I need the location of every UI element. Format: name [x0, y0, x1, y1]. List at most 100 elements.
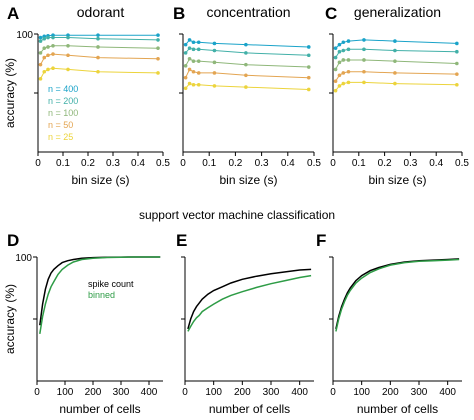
data-point — [212, 48, 217, 53]
series-line — [40, 67, 159, 80]
data-point — [191, 82, 196, 87]
x-tick-label: 0.3 — [403, 158, 417, 169]
data-point — [191, 40, 196, 45]
data-point — [393, 39, 397, 43]
x-tick-label: 0.4 — [131, 158, 145, 169]
data-point — [42, 55, 47, 60]
data-point — [96, 36, 100, 41]
panel-letter-b: B — [173, 4, 185, 23]
x-axis-label: bin size (s) — [71, 173, 129, 187]
data-point — [183, 51, 188, 55]
y-axis-label: accuracy (%) — [3, 284, 17, 354]
data-point — [191, 47, 196, 52]
data-point — [306, 53, 311, 58]
data-point — [46, 53, 50, 58]
data-point — [455, 72, 459, 76]
data-point — [341, 71, 346, 75]
data-point — [337, 42, 342, 47]
panel-title: concentration — [206, 4, 290, 20]
x-tick-label: 0.5 — [307, 158, 321, 169]
data-point — [346, 80, 351, 85]
x-tick-label: 0.5 — [455, 158, 469, 169]
x-tick-label: 100 — [57, 387, 74, 398]
data-point — [38, 51, 43, 55]
data-point — [333, 88, 338, 93]
x-tick-label: 0.1 — [352, 158, 366, 169]
x-tick-label: 100 — [205, 387, 222, 398]
data-point — [156, 56, 160, 61]
x-axis-label: number of cells — [357, 402, 438, 416]
data-point — [346, 47, 351, 52]
data-point — [51, 52, 55, 56]
legend-entry: binned — [88, 290, 115, 300]
data-point — [455, 49, 459, 54]
x-tick-label: 200 — [85, 387, 102, 398]
data-point — [96, 33, 100, 37]
series-line — [39, 256, 161, 335]
data-point — [337, 49, 342, 54]
data-point — [341, 58, 346, 62]
data-point — [66, 53, 70, 58]
data-point — [156, 33, 160, 37]
x-tick-label: 0 — [182, 387, 188, 398]
series-line — [187, 268, 312, 330]
data-point — [187, 81, 192, 86]
series-line — [335, 258, 460, 332]
data-point — [244, 85, 248, 89]
series-line — [335, 258, 460, 330]
data-point — [337, 84, 342, 88]
x-tick-label: 0.2 — [378, 158, 392, 169]
x-tick-label: 400 — [291, 387, 308, 398]
data-point — [337, 73, 342, 78]
x-tick-label: 0.4 — [429, 158, 443, 169]
data-point — [66, 35, 70, 40]
data-point — [156, 71, 160, 75]
data-point — [96, 55, 100, 60]
data-point — [96, 45, 100, 49]
data-point — [187, 46, 192, 50]
data-point — [46, 45, 50, 49]
data-point — [42, 69, 47, 74]
x-tick-label: 200 — [382, 387, 399, 398]
x-tick-label: 0.4 — [281, 158, 295, 169]
x-tick-label: 0.1 — [56, 158, 70, 169]
x-tick-label: 300 — [263, 387, 280, 398]
data-point — [306, 45, 311, 49]
data-point — [66, 44, 70, 48]
x-tick-label: 0 — [330, 387, 336, 398]
x-tick-label: 0.5 — [156, 158, 170, 169]
data-point — [42, 36, 47, 41]
data-point — [362, 58, 366, 62]
data-point — [346, 58, 351, 62]
data-point — [393, 59, 397, 63]
data-point — [393, 81, 397, 86]
x-tick-label: 200 — [234, 387, 251, 398]
data-point — [455, 61, 459, 66]
data-point — [196, 71, 201, 75]
data-point — [393, 48, 397, 53]
legend-entry: n = 50 — [48, 120, 73, 130]
data-point — [38, 35, 43, 40]
data-point — [187, 38, 192, 42]
x-tick-label: 0.3 — [255, 158, 269, 169]
data-point — [306, 87, 311, 92]
x-tick-label: 0.1 — [202, 158, 216, 169]
data-point — [46, 35, 50, 40]
data-point — [244, 42, 248, 47]
data-point — [341, 40, 346, 45]
panel-letter-e: E — [176, 231, 187, 250]
x-tick-label: 0 — [180, 158, 186, 169]
data-point — [341, 48, 346, 53]
data-point — [183, 42, 188, 47]
x-tick-label: 400 — [439, 387, 456, 398]
panel-letter-c: C — [325, 4, 337, 23]
data-point — [51, 66, 55, 71]
data-point — [337, 60, 342, 65]
data-point — [362, 69, 366, 74]
